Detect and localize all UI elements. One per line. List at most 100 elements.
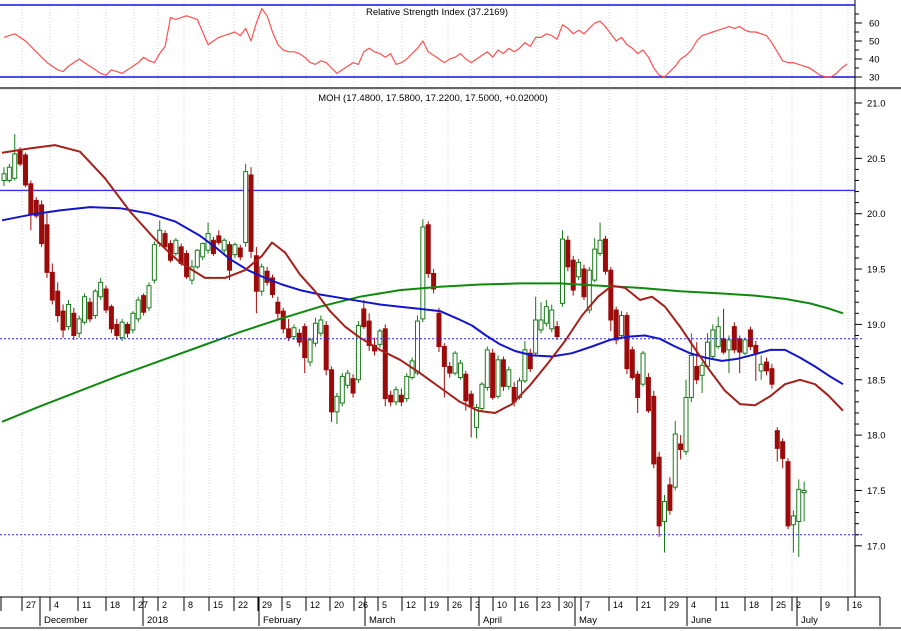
candle [130, 311, 136, 334]
rsi-indicator-pane[interactable] [0, 4, 855, 78]
candle [436, 307, 442, 353]
candle-body-up [543, 306, 549, 324]
candle [447, 362, 453, 378]
candle [302, 323, 308, 374]
date-axis-label: 10 [497, 600, 507, 610]
candle-body-up [704, 341, 710, 367]
candle [82, 293, 88, 325]
candle [699, 362, 705, 394]
month-axis-label: 2018 [147, 615, 168, 626]
candle [355, 321, 361, 384]
candle [527, 348, 533, 373]
candle-body-up [484, 349, 490, 388]
candle-body-down [721, 338, 727, 353]
candle [114, 318, 120, 340]
candle [484, 346, 490, 391]
candle-body-up [76, 318, 82, 334]
candle [645, 373, 651, 413]
candle [108, 304, 114, 334]
price-candlestick-pane[interactable] [0, 133, 862, 557]
candle-body-up [339, 375, 345, 404]
month-axis-label: April [483, 615, 502, 626]
candle [570, 255, 576, 296]
candle-body-down [382, 328, 388, 400]
ma-long-green [1, 282, 844, 423]
candle [602, 235, 608, 275]
price-pane-title: MOH (17.4800, 17.5800, 17.2200, 17.5000,… [318, 93, 548, 104]
candle [92, 288, 98, 319]
candle [640, 350, 646, 387]
candle-body-up [710, 329, 716, 358]
candle [39, 200, 45, 247]
candle-body-up [586, 269, 592, 311]
candle-body-down [302, 326, 308, 359]
candle-body-up [151, 244, 157, 281]
rsi-axis-label: 40 [869, 55, 880, 66]
candle-body-down [769, 368, 775, 385]
candle [76, 315, 82, 338]
date-axis-label: 20 [334, 600, 344, 610]
date-axis-label: 11 [720, 600, 729, 610]
candle [98, 277, 104, 301]
candle-body-down [87, 301, 93, 320]
candle [581, 264, 587, 301]
month-axis-label: May [579, 615, 597, 626]
candle-body-up [474, 406, 480, 428]
candle-body-down [613, 309, 619, 341]
candle-body-down [366, 320, 372, 346]
candle-body-up [404, 375, 410, 400]
candle-body-down [678, 443, 684, 450]
candle-body-down [248, 174, 254, 252]
candle [205, 222, 211, 254]
candle [221, 238, 227, 254]
candle [431, 269, 437, 294]
candle [22, 152, 28, 188]
candle-body-down [44, 224, 50, 273]
rsi-line [3, 8, 848, 78]
candle-body-down [162, 233, 168, 248]
candle-body-down [280, 310, 286, 330]
candle-body-down [22, 154, 28, 186]
candle-body-up [92, 290, 98, 317]
candle [629, 346, 635, 380]
candle [404, 373, 410, 402]
candle [87, 297, 93, 323]
candle-body-up [479, 383, 485, 410]
candle [141, 293, 147, 316]
date-axis-label: 21 [641, 600, 651, 610]
candle-body-up [452, 352, 458, 374]
candle [28, 180, 34, 231]
date-axis-label: 5 [382, 600, 387, 610]
candle [785, 458, 791, 530]
candle [801, 481, 807, 522]
ma-slow-blue [1, 206, 844, 386]
candle [318, 315, 324, 337]
candle [441, 343, 447, 398]
candle-body-up [662, 501, 668, 522]
candle-body-down [694, 365, 700, 381]
candle-body-down [17, 150, 23, 165]
price-axis-label: 21.0 [867, 99, 886, 110]
candle-body-down [425, 224, 431, 274]
candle [549, 304, 555, 333]
candle-body-up [688, 354, 694, 398]
date-axis-label: 16 [852, 600, 862, 610]
candle [758, 355, 764, 380]
candle [683, 379, 689, 456]
rsi-pane-title: Relative Strength Index (37.2169) [366, 7, 508, 18]
candle [60, 304, 66, 338]
candle [678, 435, 684, 460]
candle-body-down [500, 359, 506, 387]
candle-body-up [414, 320, 420, 374]
candle-body-down [651, 395, 657, 465]
price-axis-label: 19.5 [867, 265, 886, 276]
candle-body-down [447, 365, 453, 374]
candle-body-up [796, 488, 802, 522]
candle [796, 479, 802, 557]
candle [44, 213, 50, 278]
rsi-axis-label: 30 [869, 73, 880, 84]
candle-body-up [640, 352, 646, 385]
candle-body-down [323, 325, 329, 371]
